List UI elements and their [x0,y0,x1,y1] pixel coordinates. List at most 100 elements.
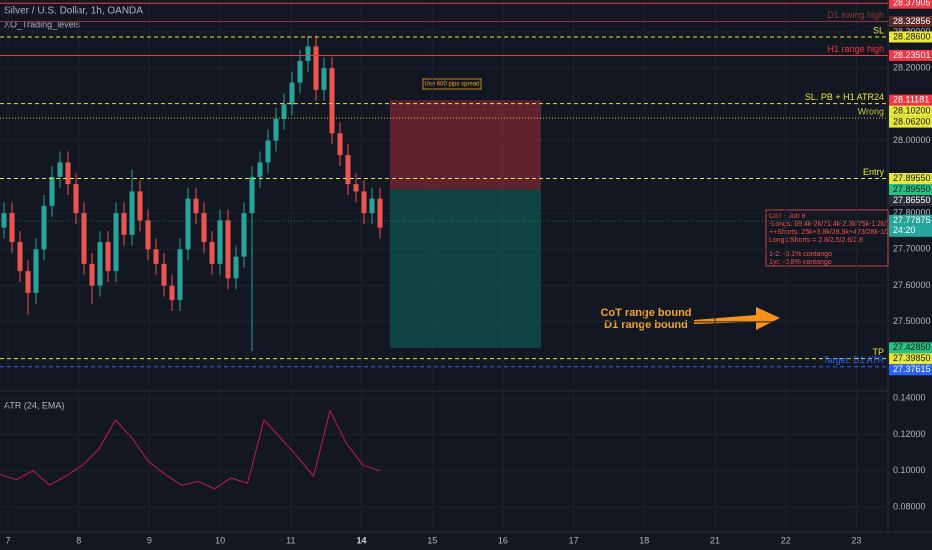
candle-body [297,60,303,83]
candle-body [17,242,23,272]
arrow [694,307,780,330]
cot-line: ++Shorts: 25k+3.8k/28.9k+473/28k-1/26k [769,229,898,236]
x-tick-label: 16 [498,535,508,545]
y-tick-label: 28.30000 [893,26,931,36]
candle-body [33,249,39,293]
y-tick-label: 27.70000 [893,244,931,254]
price-tag [889,364,932,376]
x-tick-label: 9 [147,535,152,545]
y-tick-label: 27.60000 [893,280,931,290]
price-tag-label: 28.06200 [893,116,931,126]
level-text: H1 range high [827,44,884,54]
level-text: Target: D1 ATR [823,355,884,365]
candle-body [329,68,335,134]
price-tag-label: 27.86550 [893,195,931,205]
candle-body [273,118,279,141]
y-tick-label: 27.50000 [893,316,931,326]
candle-body [313,46,319,90]
candle-body [97,242,103,286]
price-tag-label: 27.37615 [893,364,931,374]
candle-body [257,162,263,177]
arrow-note: CoT range bound [600,307,691,319]
candle-body [113,213,119,272]
candle-body [153,249,159,264]
x-tick-label: 15 [427,535,437,545]
y-tick-label: 28.00000 [893,135,931,145]
atr-line [0,409,380,490]
price-tag [889,105,932,117]
cot-text: CoT - Jun 8-Longs: 69.4k-2k/71.4k-2.3k/7… [769,213,898,266]
price-tag [889,94,932,106]
atr-title: ATR (24, EMA) [4,400,64,410]
indicator-name: XO_Trading_levels [4,19,81,29]
x-tick-label: 23 [851,535,861,545]
level-text: Wrong [858,107,884,117]
price-tag [889,16,932,28]
candle-body [73,184,79,214]
price-tag [889,31,932,43]
risk-zone [390,100,541,190]
level-text: H1 [872,0,884,2]
candle-body [361,191,367,214]
countdown: 24:20 [893,225,916,235]
x-tick-label: 10 [215,535,225,545]
last-price-tag [889,214,932,237]
x-tick-label: 11 [286,535,295,545]
price-tag-label: 28.28600 [893,31,931,41]
candle-body [289,82,295,105]
cot-line: Longs:Shorts = 2.8/2.5/2.6/2.8 [769,237,863,244]
candle-body [129,191,135,235]
price-tag-label: 27.89550 [893,184,931,194]
y-tick-label: 0.10000 [893,465,926,475]
price-tag [889,184,932,196]
candle-body [249,176,255,214]
level-text: Entry [863,167,885,177]
candle-body [209,242,215,264]
candle-body [233,256,239,279]
candle-body [41,205,47,250]
candle-body [345,155,351,185]
cot-box [765,209,889,267]
cot-line: 1yr: -0.8% contango [769,259,832,266]
candle-body [281,104,287,119]
price-tag-label: 28.37905 [893,0,931,8]
candle-body [57,162,63,177]
candle-body [225,220,231,279]
candle-body [49,176,55,206]
candle-body [265,140,271,163]
candle-body [145,220,151,250]
candle-body [137,191,143,221]
candle-body [161,263,167,286]
price-tag [889,342,932,354]
candle-body [169,285,175,301]
price-tag-label: 28.10200 [893,105,931,115]
x-tick-label: 8 [76,535,81,545]
candle-body [81,213,87,264]
candle-body [377,198,383,228]
price-tag [889,173,932,185]
last-price-label: 27.77875 [893,215,931,225]
candle-body [321,68,327,90]
x-tick-label: 7 [5,535,10,545]
candle-body [337,133,343,156]
x-tick-label: 14 [356,535,366,545]
x-tick-label: 18 [639,535,649,545]
level-text: SL [873,25,884,35]
spread-note: Use 600 pips spread [424,82,479,88]
candle-body [25,271,31,293]
chart-title: Silver / U.S. Dollar, 1h, OANDA [4,6,143,17]
price-tag [889,195,932,207]
level-text: TP [872,347,884,357]
arrow-note: D1 range bound [604,319,688,331]
price-tag [889,353,932,365]
x-tick-label: 21 [710,535,720,545]
candle-body [89,263,95,286]
candle-body [353,184,359,192]
cot-line: 1-2: -0.1% contango [769,251,832,258]
candle-body [241,213,247,257]
y-tick-label: 0.08000 [893,501,926,511]
candle-body [217,220,223,264]
